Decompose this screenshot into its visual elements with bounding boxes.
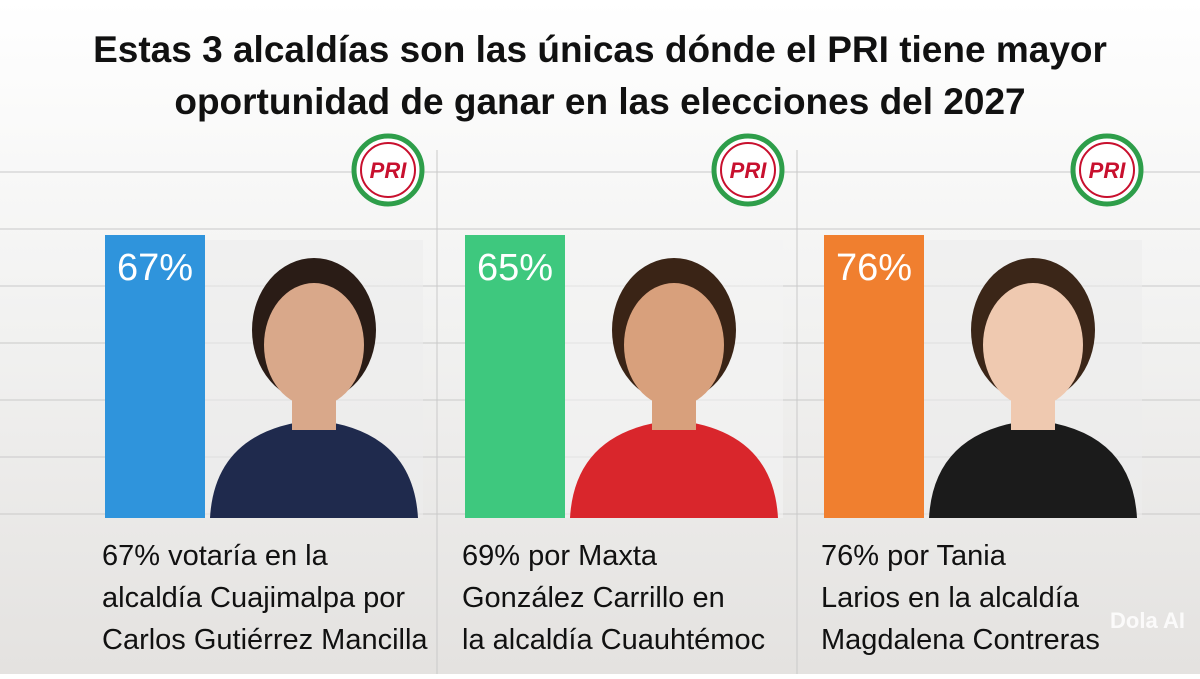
photo-face [264, 283, 364, 407]
bar-label: 65% [477, 247, 553, 289]
title-line: oportunidad de ganar en las elecciones d… [174, 81, 1025, 122]
logo-inner [360, 142, 416, 198]
title-line: Estas 3 alcaldías son las únicas dónde e… [93, 29, 1107, 70]
bar [105, 235, 205, 518]
watermark: Dola AI [1110, 608, 1185, 633]
caption-line: alcaldía Cuajimalpa por [102, 582, 405, 614]
photo-face [983, 283, 1083, 407]
logo-inner [1079, 142, 1135, 198]
photo-body [929, 420, 1137, 518]
photo-face [624, 283, 724, 407]
bar-label: 76% [836, 247, 912, 289]
caption-line: la alcaldía Cuauhtémoc [462, 624, 765, 656]
logo-text: PRI [370, 158, 408, 183]
bar-label: 67% [117, 247, 193, 289]
bar [465, 235, 565, 518]
caption-line: Larios en la alcaldía [821, 582, 1080, 614]
logo-text: PRI [1089, 158, 1127, 183]
panels: PRI 67% 67% votaría en la alcaldía Cuajimal… [102, 133, 1144, 656]
caption-line: 67% votaría en la [102, 540, 329, 572]
caption-line: 76% por Tania [821, 540, 1007, 572]
photo-body [570, 420, 778, 518]
logo-text: PRI [730, 158, 768, 183]
caption-line: Carlos Gutiérrez Mancilla [102, 624, 428, 656]
logo-inner [720, 142, 776, 198]
photo-body [210, 420, 418, 518]
caption-line: González Carrillo en [462, 582, 725, 614]
bar [824, 235, 924, 518]
caption-line: Magdalena Contreras [821, 624, 1100, 656]
caption-line: 69% por Maxta [462, 540, 658, 572]
